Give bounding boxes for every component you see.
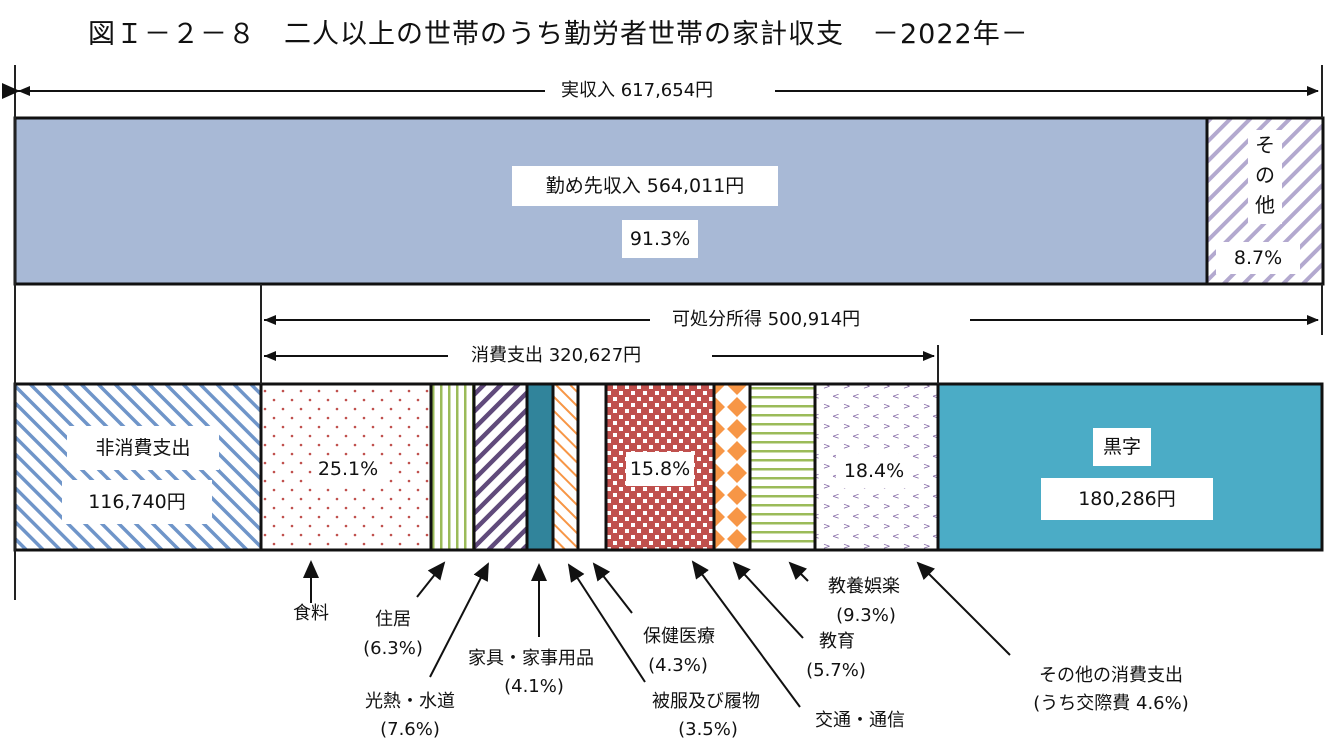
callout-transport: 交通・通信: [815, 710, 905, 731]
wage-income-pct: 91.3%: [622, 220, 698, 258]
callout-other-consumption-sub: (うち交際費 4.6%): [1033, 693, 1189, 714]
callout-furniture-pct: (4.1%): [504, 676, 564, 697]
callout-education-pct: (5.7%): [806, 660, 866, 681]
callout-other-consumption: その他の消費支出: [1039, 665, 1183, 686]
callout-utilities-pct: (7.6%): [380, 719, 440, 740]
other-income-pct: 8.7%: [1216, 242, 1300, 274]
callout-clothing: 被服及び履物: [652, 691, 760, 712]
disposable-income-label: 可処分所得 500,914円: [666, 309, 867, 331]
callout-medical-pct: (4.3%): [648, 655, 708, 676]
callout-housing-pct: (6.3%): [363, 638, 423, 659]
callout-recreation: 教養娯楽: [828, 576, 900, 597]
wage-income-label: 勤め先収入 564,011円: [512, 166, 778, 206]
callout-utilities: 光熱・水道: [365, 691, 455, 712]
actual-income-label: 実収入 617,654円: [555, 80, 720, 102]
other-income-label-3: 他: [1248, 190, 1282, 224]
nonconsumption-value: 116,740円: [62, 480, 212, 524]
other-income-label-1: そ: [1248, 130, 1282, 160]
surplus-label: 黒字: [1093, 428, 1151, 466]
callout-housing: 住居: [375, 609, 411, 630]
other-income-label-2: の: [1248, 160, 1282, 190]
consumption-label: 消費支出 320,627円: [465, 345, 648, 367]
callout-furniture: 家具・家事用品: [468, 648, 594, 669]
other-consumption-pct: 18.4%: [836, 454, 912, 488]
chart-title-text: 図Ｉ－２－８ 二人以上の世帯のうち勤労者世帯の家計収支 －2022年－: [88, 19, 1029, 50]
surplus-value: 180,286円: [1041, 478, 1213, 520]
callout-food: 食料: [293, 603, 329, 624]
transport-pct: 15.8%: [626, 452, 694, 486]
callout-recreation-pct: (9.3%): [836, 605, 896, 626]
nonconsumption-label: 非消費支出: [67, 426, 219, 470]
callout-clothing-pct: (3.5%): [678, 719, 738, 740]
callout-medical: 保健医療: [643, 626, 715, 647]
food-pct: 25.1%: [312, 456, 384, 484]
callout-education: 教育: [819, 631, 855, 652]
